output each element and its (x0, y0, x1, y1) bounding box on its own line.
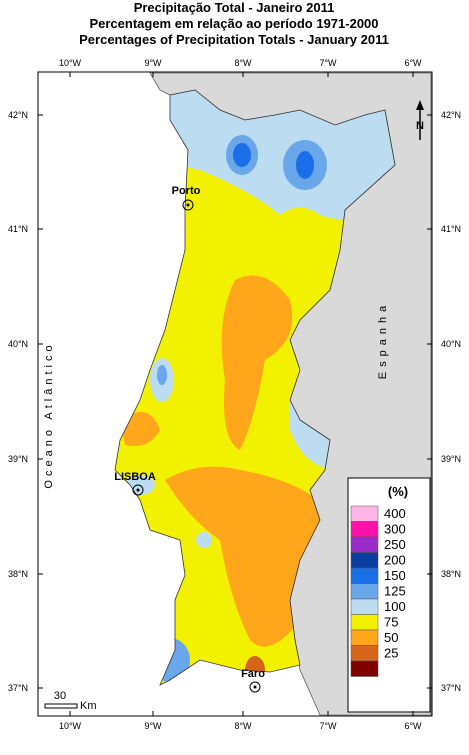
scale-unit: Km (80, 700, 97, 712)
lon-label: 6°W (404, 58, 422, 68)
city-marker (253, 685, 257, 689)
legend-swatch (350, 645, 379, 662)
legend-label: 300 (384, 522, 406, 537)
lon-label: 10°W (59, 58, 82, 68)
city-marker (132, 484, 144, 496)
lon-label: 7°W (319, 58, 337, 68)
lon-label: 8°W (234, 58, 252, 68)
north-label: N (416, 120, 424, 132)
lon-label: 9°W (144, 58, 162, 68)
legend-swatch (350, 536, 379, 553)
title-line: Percentages of Precipitation Totals - Ja… (79, 32, 389, 47)
legend-swatch (350, 614, 379, 631)
legend-label: 200 (384, 553, 406, 568)
legend-swatch (350, 521, 379, 538)
legend-swatch (350, 552, 379, 569)
place-label: LISBOA (114, 471, 156, 483)
legend-label: 250 (384, 537, 406, 552)
legend-title: (%) (388, 484, 408, 499)
city-marker (186, 203, 190, 207)
lon-label: 6°W (404, 721, 422, 731)
legend-label: 25 (384, 646, 398, 661)
place-label: Faro (241, 668, 265, 680)
legend-label: 150 (384, 568, 406, 583)
lon-label: 8°W (234, 721, 252, 731)
legend-label: 100 (384, 599, 406, 614)
lat-label: 41°N (8, 224, 28, 234)
lat-label: 37°N (8, 683, 28, 693)
lat-label: 42°N (441, 110, 461, 120)
place-label: Porto (172, 185, 201, 197)
scale-bar: 30 Km (44, 690, 97, 712)
legend-label: 125 (384, 584, 406, 599)
lat-label: 41°N (441, 224, 461, 234)
legend-swatch (350, 598, 379, 615)
country-label: Espanha (377, 301, 389, 379)
lat-label: 42°N (8, 110, 28, 120)
scale-value: 30 (54, 690, 66, 702)
legend-label: 400 (384, 506, 406, 521)
city-marker (182, 199, 194, 211)
city-marker (136, 488, 140, 492)
legend-label: 75 (384, 615, 398, 630)
lat-label: 38°N (8, 569, 28, 579)
title-line: Percentagem em relação ao período 1971-2… (89, 16, 378, 31)
lat-label: 37°N (441, 683, 461, 693)
legend-swatch (350, 660, 379, 677)
lon-label: 10°W (59, 721, 82, 731)
lat-label: 39°N (441, 454, 461, 464)
legend-swatch (350, 629, 379, 646)
lon-label: 9°W (144, 721, 162, 731)
title-line: Precipitação Total - Janeiro 2011 (134, 0, 335, 15)
lat-label: 40°N (8, 339, 28, 349)
city-marker (249, 681, 261, 693)
legend-swatch (350, 567, 379, 584)
lat-label: 38°N (441, 569, 461, 579)
lat-label: 39°N (8, 454, 28, 464)
lon-label: 7°W (319, 721, 337, 731)
lat-label: 40°N (441, 339, 461, 349)
map-area: Porto LISBOA Faro Oceano Atlântico Espan… (37, 71, 433, 717)
north-arrow: N (416, 100, 424, 140)
legend-label: 50 (384, 630, 398, 645)
ocean-label: Oceano Atlântico (43, 341, 55, 488)
legend-swatch (350, 583, 379, 600)
legend-swatch (350, 505, 379, 522)
portugal-outline (114, 89, 396, 686)
